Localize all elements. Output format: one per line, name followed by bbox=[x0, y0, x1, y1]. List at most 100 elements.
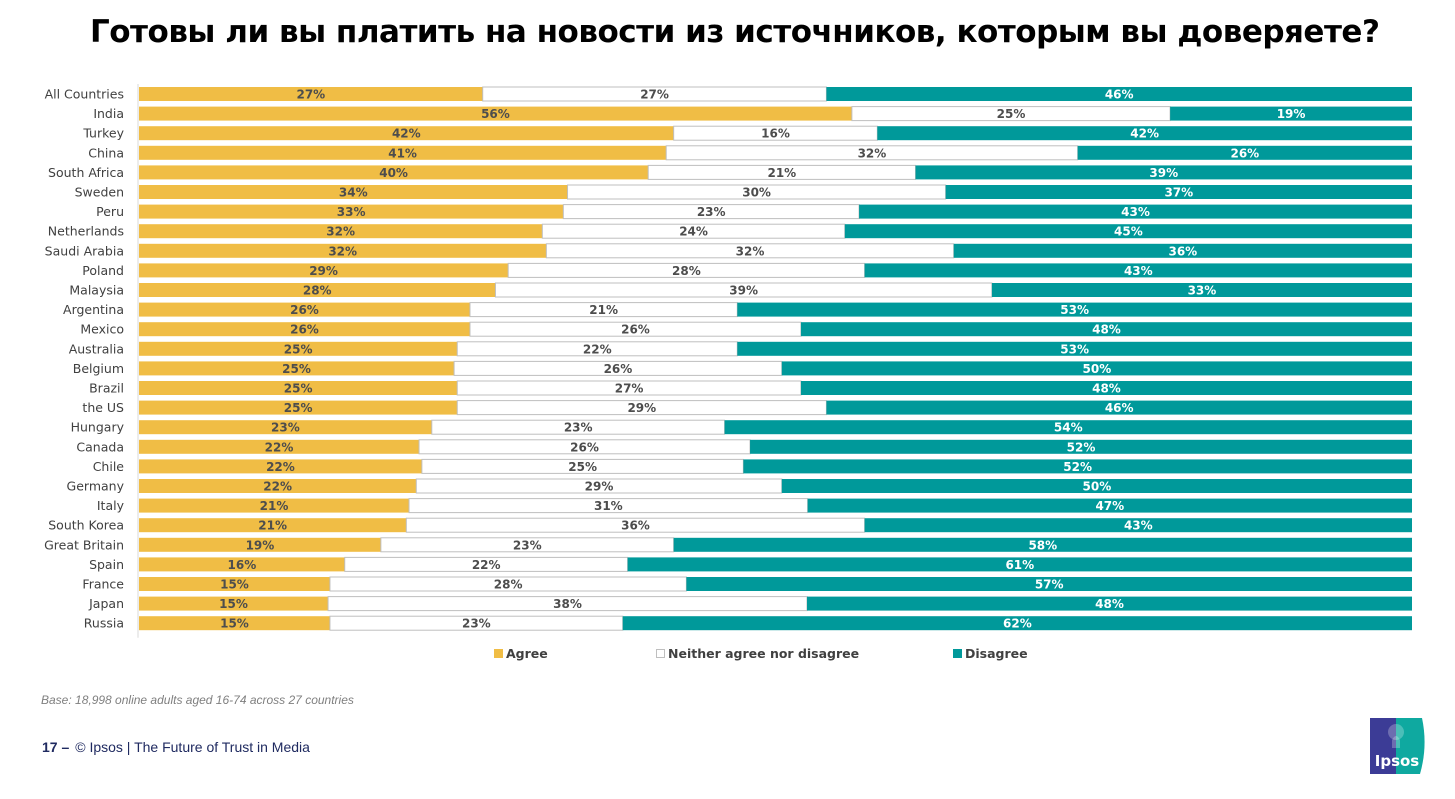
page-number: 17 – bbox=[42, 739, 70, 755]
legend: Agree Neither agree nor disagree Disagre… bbox=[0, 646, 1455, 664]
category-label: Germany bbox=[67, 479, 125, 494]
category-label: Japan bbox=[88, 596, 124, 611]
bar-row: Germany 22% 29% 50% bbox=[67, 478, 1412, 494]
value-label-agree: 42% bbox=[392, 127, 421, 141]
value-label-agree: 26% bbox=[290, 323, 319, 337]
value-label-neither: 23% bbox=[697, 205, 726, 219]
value-label-agree: 27% bbox=[296, 88, 325, 102]
category-label: Sweden bbox=[75, 185, 124, 200]
value-label-disagree: 43% bbox=[1121, 205, 1150, 219]
category-label: the US bbox=[82, 400, 124, 415]
bar-segment-neither bbox=[344, 556, 629, 572]
value-label-agree: 32% bbox=[326, 225, 355, 239]
value-label-neither: 21% bbox=[589, 303, 618, 317]
value-label-agree: 25% bbox=[282, 362, 311, 376]
ipsos-logo: Ipsos bbox=[1370, 718, 1426, 774]
value-label-disagree: 53% bbox=[1060, 303, 1089, 317]
value-label-neither: 16% bbox=[761, 127, 790, 141]
category-label: Hungary bbox=[71, 420, 125, 435]
bar-segment-agree bbox=[139, 439, 420, 454]
bar-segment-agree bbox=[139, 596, 329, 611]
category-label: France bbox=[82, 577, 124, 592]
value-label-disagree: 19% bbox=[1277, 107, 1306, 121]
value-label-neither: 23% bbox=[462, 617, 491, 631]
value-label-agree: 26% bbox=[290, 303, 319, 317]
value-label-disagree: 48% bbox=[1092, 323, 1121, 337]
bar-segment-disagree bbox=[800, 322, 1412, 337]
value-label-agree: 25% bbox=[284, 401, 313, 415]
value-label-disagree: 47% bbox=[1095, 499, 1124, 513]
value-label-agree: 15% bbox=[220, 578, 249, 592]
legend-swatch-agree bbox=[494, 649, 503, 658]
bar-row: Peru 33% 23% 43% bbox=[96, 204, 1412, 219]
value-label-disagree: 48% bbox=[1092, 382, 1121, 396]
value-label-neither: 25% bbox=[568, 460, 597, 474]
value-label-agree: 23% bbox=[271, 421, 300, 435]
legend-item-neither: Neither agree nor disagree bbox=[656, 646, 859, 661]
category-label: Peru bbox=[96, 204, 124, 219]
bar-segment-agree bbox=[139, 106, 852, 121]
bar-segment-disagree bbox=[673, 537, 1412, 552]
bar-segment-disagree bbox=[953, 243, 1412, 258]
bar-segment-disagree bbox=[781, 479, 1412, 493]
bar-segment-agree bbox=[139, 341, 458, 356]
bar-segment-agree bbox=[139, 224, 543, 239]
value-label-agree: 22% bbox=[266, 460, 295, 474]
value-label-disagree: 62% bbox=[1003, 617, 1032, 631]
logo-text: Ipsos bbox=[1375, 752, 1420, 770]
bar-row: Netherlands 32% 24% 45% bbox=[48, 223, 1412, 239]
value-label-neither: 32% bbox=[736, 244, 765, 258]
value-label-neither: 26% bbox=[621, 323, 650, 337]
value-label-neither: 22% bbox=[583, 342, 612, 356]
value-label-agree: 15% bbox=[219, 597, 248, 611]
value-label-disagree: 54% bbox=[1054, 421, 1083, 435]
bar-segment-disagree bbox=[859, 204, 1412, 219]
bar-segment-agree bbox=[139, 185, 568, 199]
category-label: Netherlands bbox=[48, 224, 124, 239]
value-label-agree: 21% bbox=[258, 519, 287, 533]
value-label-disagree: 36% bbox=[1168, 244, 1197, 258]
category-label: Spain bbox=[89, 557, 124, 572]
value-label-agree: 21% bbox=[260, 499, 289, 513]
value-label-disagree: 45% bbox=[1114, 225, 1143, 239]
bar-row: Turkey 42% 16% 42% bbox=[82, 126, 1412, 141]
category-label: Turkey bbox=[82, 126, 124, 141]
bar-segment-agree bbox=[139, 283, 496, 297]
bar-segment-disagree bbox=[737, 341, 1412, 356]
value-label-agree: 19% bbox=[246, 538, 275, 552]
bar-segment-disagree bbox=[1170, 106, 1412, 121]
bar-row: Mexico 26% 26% 48% bbox=[80, 321, 1412, 337]
bar-segment-neither bbox=[673, 125, 878, 141]
value-label-neither: 28% bbox=[672, 264, 701, 278]
value-label-neither: 32% bbox=[858, 146, 887, 160]
bar-segment-agree bbox=[139, 126, 674, 141]
bar-segment-agree bbox=[139, 459, 422, 474]
bar-row: France 15% 28% 57% bbox=[82, 576, 1412, 592]
category-label: Mexico bbox=[80, 322, 124, 337]
bar-segment-agree bbox=[139, 498, 410, 513]
bar-segment-disagree bbox=[627, 557, 1412, 572]
bar-segment-disagree bbox=[826, 400, 1412, 415]
value-label-neither: 26% bbox=[604, 362, 633, 376]
bar-row: Great Britain 19% 23% 58% bbox=[44, 537, 1412, 553]
value-label-neither: 39% bbox=[729, 284, 758, 298]
bar-segment-agree bbox=[139, 165, 649, 180]
base-note: Base: 18,998 online adults aged 16-74 ac… bbox=[41, 693, 354, 707]
bar-segment-disagree bbox=[864, 518, 1412, 533]
bar-segment-disagree bbox=[1077, 145, 1412, 160]
bar-segment-disagree bbox=[743, 459, 1412, 474]
bar-row: Hungary 23% 23% 54% bbox=[71, 419, 1412, 435]
value-label-disagree: 42% bbox=[1130, 127, 1159, 141]
value-label-agree: 22% bbox=[263, 480, 292, 494]
category-label: Chile bbox=[93, 459, 125, 474]
value-label-disagree: 52% bbox=[1063, 460, 1092, 474]
value-label-neither: 31% bbox=[594, 499, 623, 513]
bar-segment-disagree bbox=[991, 283, 1412, 297]
value-label-agree: 41% bbox=[388, 146, 417, 160]
value-label-disagree: 50% bbox=[1083, 480, 1112, 494]
bar-segment-disagree bbox=[945, 185, 1412, 199]
bar-segment-agree bbox=[139, 243, 547, 258]
bar-segment-disagree bbox=[807, 596, 1412, 611]
value-label-agree: 16% bbox=[228, 558, 257, 572]
value-label-disagree: 61% bbox=[1005, 558, 1034, 572]
